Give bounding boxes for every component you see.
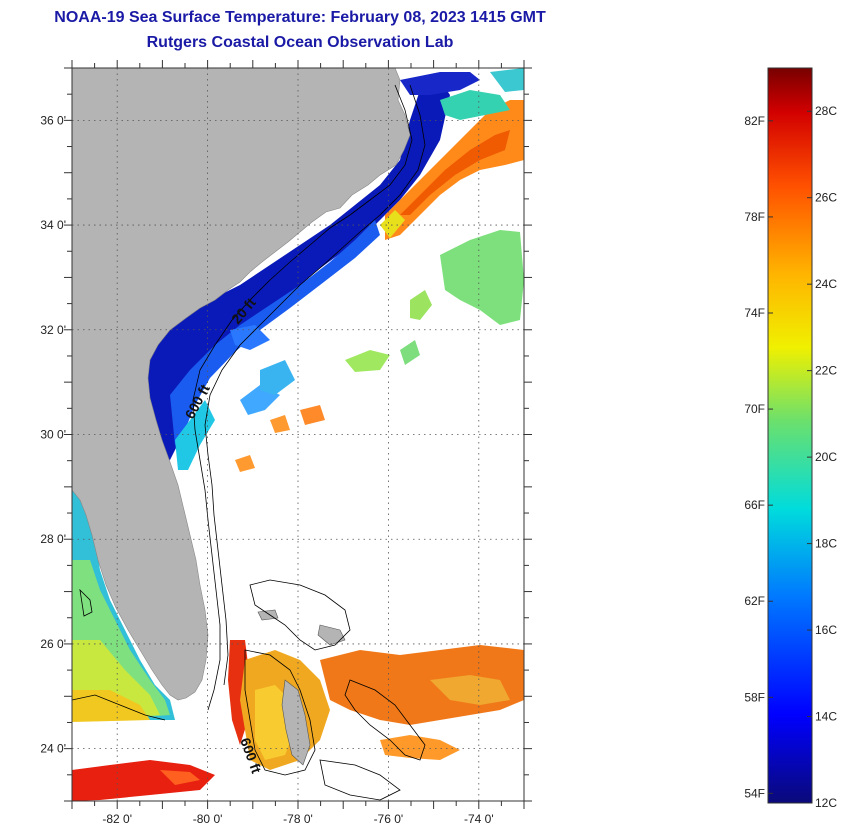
map-subtitle: Rutgers Coastal Ocean Observation Lab <box>146 34 454 51</box>
bahamas-island <box>281 679 311 766</box>
colorbar-c-label: 16C <box>815 623 837 637</box>
axis-ticks <box>64 60 532 809</box>
colorbar-c-label: 22C <box>815 364 837 378</box>
colorbar-f-label: 62F <box>744 594 765 608</box>
colorbar-c-label: 28C <box>815 104 837 118</box>
lon-label: -76 0' <box>374 812 404 826</box>
latitude-labels: 36 0' 34 0' 32 0' 30 0' 28 0' 26 0' 24 0' <box>40 113 66 755</box>
sst-field <box>72 68 524 801</box>
colorbar-f-label: 58F <box>744 690 765 704</box>
lat-label: 28 0' <box>40 532 66 546</box>
colorbar-c-label: 14C <box>815 710 837 724</box>
lat-label: 34 0' <box>40 218 66 232</box>
colorbar-ramp <box>767 67 813 804</box>
land-mass <box>72 68 411 701</box>
lat-label: 32 0' <box>40 323 66 337</box>
depth-contours <box>72 84 426 801</box>
lat-label: 24 0' <box>40 742 66 756</box>
colorbar-f-label: 70F <box>744 402 765 416</box>
longitude-labels: -82 0' -80 0' -78 0' -76 0' -74 0' <box>102 812 493 826</box>
lat-label: 26 0' <box>40 637 66 651</box>
lon-label: -82 0' <box>102 812 132 826</box>
colorbar-f-label: 66F <box>744 498 765 512</box>
lat-label: 30 0' <box>40 428 66 442</box>
colorbar-c-label: 26C <box>815 191 837 205</box>
colorbar-f-label: 82F <box>744 114 765 128</box>
colorbar: 82F 78F 74F 70F 66F 62F 58F 54F 28C 26C 24C 22C 20C… <box>744 67 837 810</box>
colorbar-c-label: 24C <box>815 277 837 291</box>
map-title: NOAA-19 Sea Surface Temperature: Februar… <box>54 9 546 26</box>
grid <box>72 68 524 801</box>
map-plot-area: 20 ft 600 ft 600 ft <box>72 68 524 801</box>
colorbar-c-label: 20C <box>815 450 837 464</box>
lon-label: -78 0' <box>283 812 313 826</box>
lon-label: -74 0' <box>464 812 494 826</box>
colorbar-f-label: 74F <box>744 306 765 320</box>
lat-label: 36 0' <box>40 113 66 127</box>
colorbar-c-label: 12C <box>815 796 837 810</box>
colorbar-c-label: 18C <box>815 537 837 551</box>
colorbar-f-label: 78F <box>744 210 765 224</box>
colorbar-f-label: 54F <box>744 786 765 800</box>
lon-label: -80 0' <box>193 812 223 826</box>
